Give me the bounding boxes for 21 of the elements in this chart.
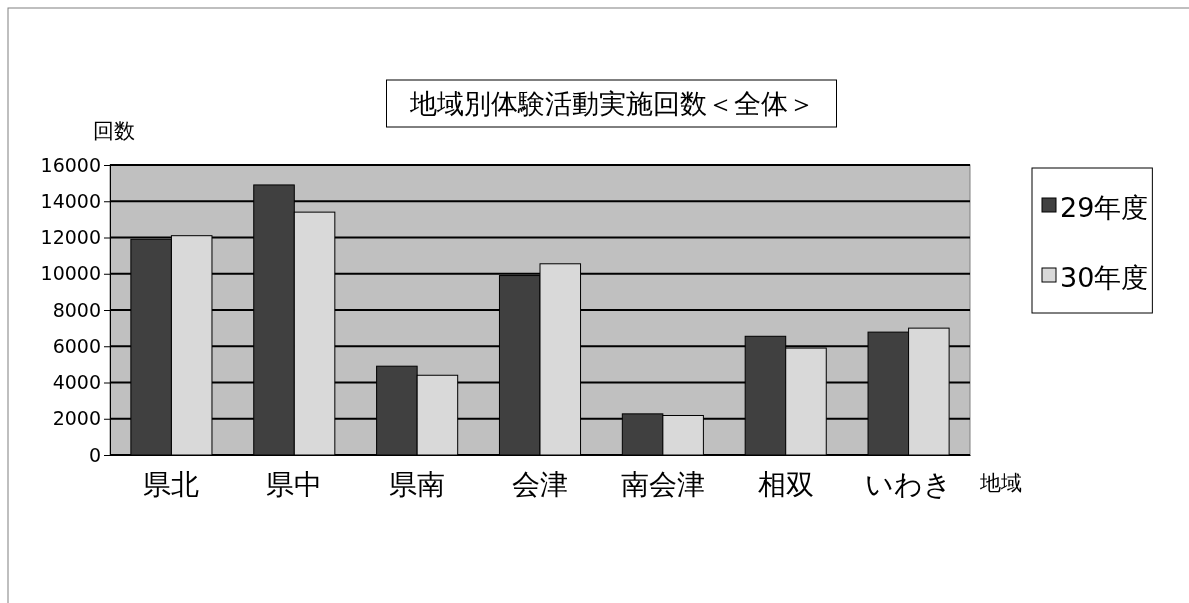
chart-title: 地域別体験活動実施回数＜全体＞ — [408, 88, 815, 119]
y-tick-label: 16000 — [40, 153, 101, 176]
x-tick-label: 県中 — [266, 468, 323, 502]
y-tick-label: 2000 — [52, 407, 101, 430]
y-tick-label: 10000 — [40, 262, 101, 285]
x-tick-label: 相双 — [757, 468, 814, 502]
x-tick-label: いわき — [865, 468, 953, 502]
legend-label: 29年度 — [1060, 192, 1149, 223]
y-tick-label: 4000 — [52, 371, 101, 394]
x-tick-label: 南会津 — [620, 468, 705, 502]
x-tick-label: 県北 — [143, 468, 200, 502]
y-tick-label: 8000 — [52, 298, 101, 321]
y-tick-label: 14000 — [40, 189, 101, 212]
x-tick-label: 会津 — [512, 468, 568, 502]
y-tick-label: 6000 — [52, 334, 101, 357]
x-tick-label: 県南 — [389, 468, 446, 502]
legend-label: 30年度 — [1060, 262, 1149, 293]
x-axis-title: 地域 — [979, 471, 1022, 495]
y-axis-title: 回数 — [93, 119, 135, 143]
y-tick-label: 12000 — [40, 226, 101, 249]
y-tick-label: 0 — [88, 443, 101, 466]
